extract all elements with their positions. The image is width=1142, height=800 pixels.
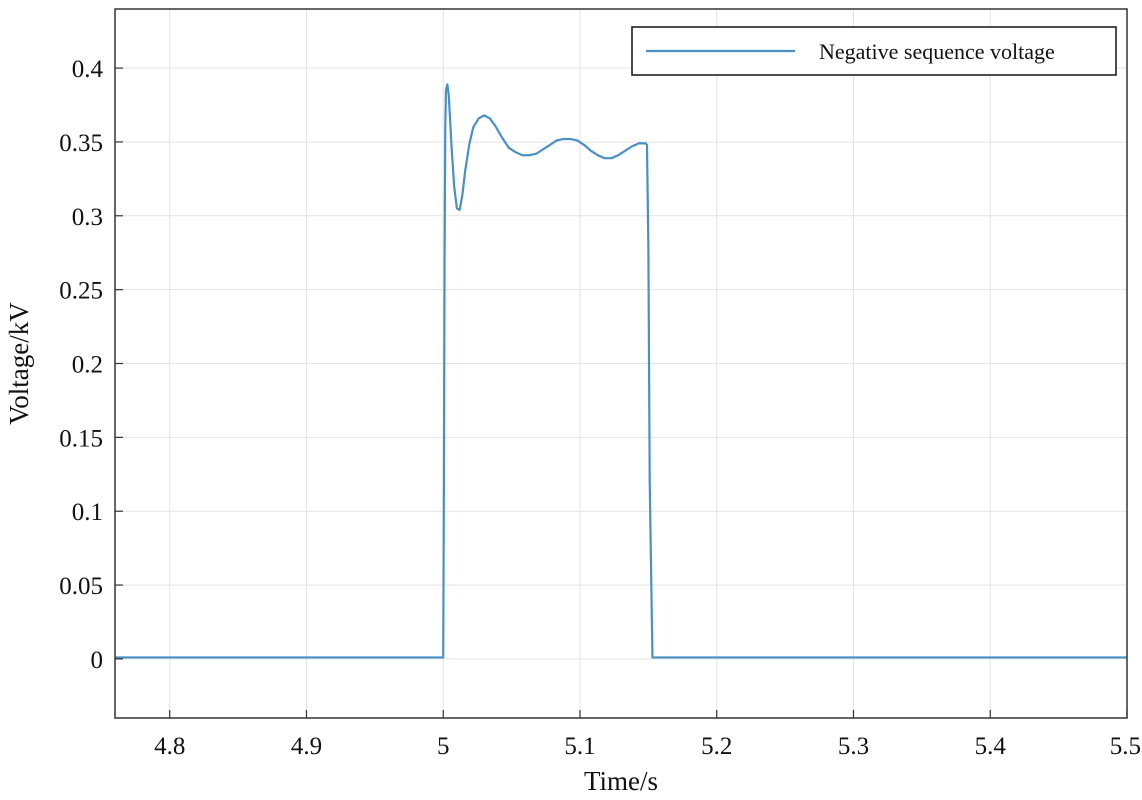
ticks xyxy=(115,67,1128,718)
x-axis-label: Time/s xyxy=(584,766,658,795)
x-tick-label: 5.1 xyxy=(564,733,595,760)
y-tick-label: 0.3 xyxy=(72,204,103,231)
series-layer xyxy=(115,83,1127,659)
y-tick-label: 0.25 xyxy=(59,278,103,305)
y-tick-label: 0.05 xyxy=(59,573,103,600)
y-tick-label: 0.15 xyxy=(59,425,103,452)
tick-labels: 4.8 4.9 5 5.1 5.2 5.3 5.4 5.5 0 0.05 0.1 0.15 0.2 0.2… xyxy=(59,56,1141,760)
grid xyxy=(115,9,1128,718)
legend: Negative sequence voltage xyxy=(631,26,1117,76)
y-axis-label: Voltage/kV xyxy=(4,302,34,425)
x-tick-label: 5.3 xyxy=(838,733,869,760)
legend-box xyxy=(631,26,1117,76)
x-tick-label: 5.4 xyxy=(975,733,1007,760)
y-tick-label: 0.1 xyxy=(72,499,103,526)
series-line xyxy=(115,83,1127,659)
x-tick-label: 5.5 xyxy=(1110,733,1141,760)
y-tick-label: 0.2 xyxy=(72,352,103,379)
x-tick-label: 4.9 xyxy=(291,733,322,760)
legend-label: Negative sequence voltage xyxy=(819,39,1055,64)
x-tick-label: 4.8 xyxy=(154,733,185,760)
x-tick-label: 5 xyxy=(437,733,450,760)
y-tick-label: 0 xyxy=(91,647,104,674)
y-tick-label: 0.35 xyxy=(59,130,103,157)
y-tick-label: 0.4 xyxy=(72,56,104,83)
x-tick-label: 5.2 xyxy=(701,733,732,760)
